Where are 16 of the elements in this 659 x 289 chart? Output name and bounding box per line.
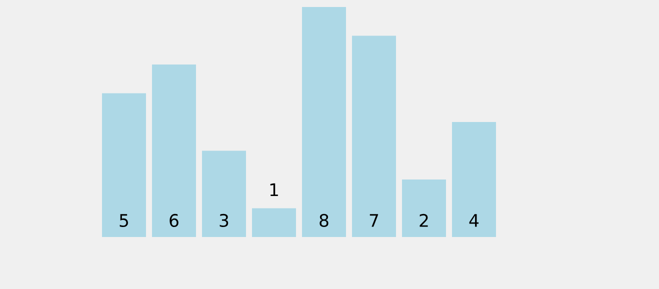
data-label: 6: [170, 214, 178, 228]
bar: [352, 36, 396, 237]
data-label: 7: [370, 214, 378, 227]
bar: [452, 122, 496, 237]
bar: [252, 208, 296, 237]
data-label: 1: [270, 183, 278, 196]
bar: [102, 93, 146, 237]
bar: [302, 7, 346, 237]
bar: [202, 150, 246, 237]
data-label: 4: [469, 214, 479, 227]
data-label: 8: [320, 214, 328, 228]
data-label: 2: [420, 214, 428, 227]
bar: [152, 64, 196, 237]
data-label: 3: [220, 214, 228, 228]
bar: [402, 180, 446, 237]
data-label: 5: [120, 214, 128, 228]
